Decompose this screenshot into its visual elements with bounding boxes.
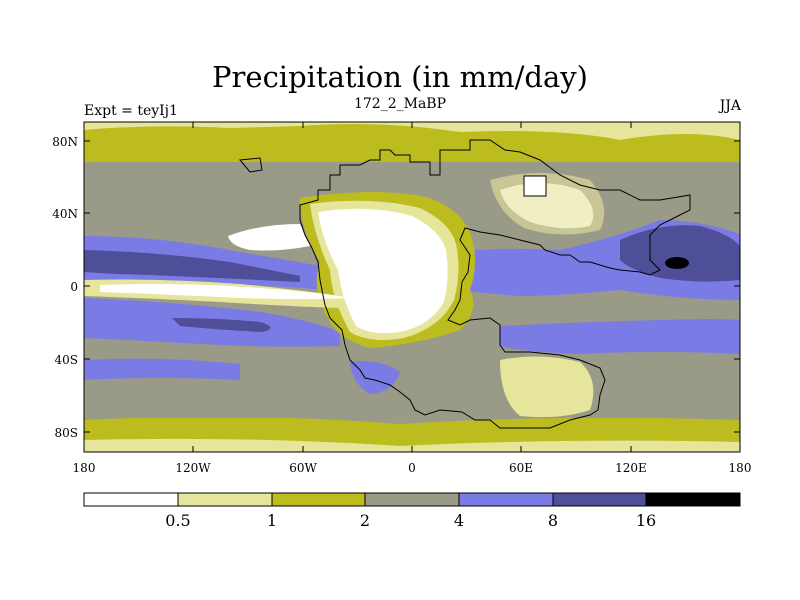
inland-basin-outline <box>523 175 547 197</box>
field-arctic-light <box>84 122 740 140</box>
lat-label-80s: 80S <box>55 426 79 440</box>
lat-label-80n: 80N <box>52 135 78 149</box>
field-south-indian <box>500 319 740 354</box>
colorbar-label-16: 16 <box>636 511 656 530</box>
colorbar-label-1: 1 <box>267 511 277 530</box>
field-south-continent <box>500 356 594 418</box>
lon-label-0: 0 <box>408 461 416 475</box>
field-spcz-heavy <box>172 318 271 332</box>
map-title: Precipitation (in mm/day) <box>212 60 588 94</box>
colorbar-bin-gt-16 <box>645 492 741 507</box>
lon-label-120e: 120E <box>615 461 647 475</box>
colorbar-bin-1-2 <box>271 492 366 507</box>
colorbar-label-8: 8 <box>548 511 558 530</box>
lon-label-180e: 180 <box>729 461 752 475</box>
lat-ticks <box>84 140 740 433</box>
lat-label-0: 0 <box>70 280 78 294</box>
lon-label-180w: 180 <box>73 461 96 475</box>
lon-ticks <box>83 122 741 452</box>
field-south-pacific <box>84 358 240 380</box>
land-outline <box>299 139 691 429</box>
colorbar-bin-lt-0.5 <box>83 492 179 507</box>
precip-field <box>84 122 740 452</box>
lon-label-60w: 60W <box>289 461 317 475</box>
field-north-pacific <box>84 178 330 234</box>
colorbar-bin-2-4 <box>364 492 460 507</box>
field-pangea-desert <box>318 208 448 334</box>
field-west-dry <box>228 224 310 251</box>
island-outline <box>239 157 263 173</box>
field-asia-light <box>490 173 605 235</box>
colorbar-label-2: 2 <box>360 511 370 530</box>
time-label: 172_2_MaBP <box>353 96 447 112</box>
colorbar-bin-0.5-1 <box>177 492 273 507</box>
colorbar-label-0.5: 0.5 <box>165 511 190 530</box>
season-label: JJA <box>719 98 741 114</box>
lon-label-120w: 120W <box>175 461 211 475</box>
field-peak-rain <box>665 257 689 269</box>
experiment-label: Expt = teyIj1 <box>84 103 178 119</box>
colorbar: 0.5 1 2 4 8 16 <box>83 492 741 530</box>
lat-label-40n: 40N <box>52 207 78 221</box>
lon-label-60e: 60E <box>509 461 533 475</box>
field-antarctic-light <box>84 438 740 452</box>
colorbar-label-4: 4 <box>454 511 464 530</box>
field-itcz-west-heavy <box>84 250 300 282</box>
field-south-wet-spot <box>350 361 400 394</box>
colorbar-bin-8-16 <box>552 492 647 507</box>
lat-label-40s: 40S <box>55 353 79 367</box>
colorbar-bin-4-8 <box>458 492 554 507</box>
field-subtrop-dry <box>100 284 350 299</box>
